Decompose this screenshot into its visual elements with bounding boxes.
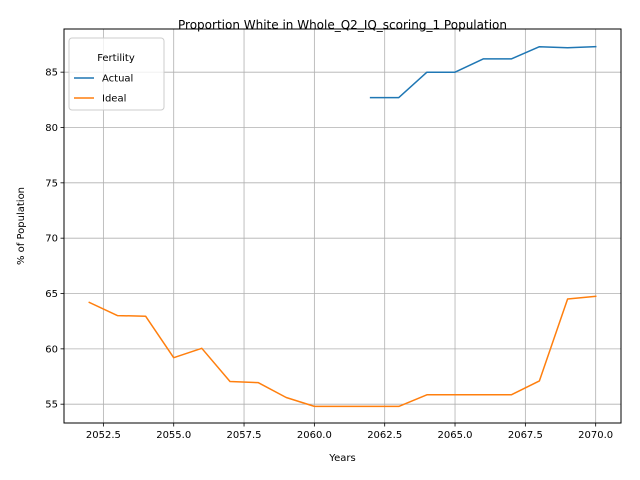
y-tick-label: 75	[45, 178, 58, 189]
legend-title: Fertility	[97, 53, 135, 64]
x-axis-label: Years	[328, 453, 355, 464]
legend-frame	[68, 37, 165, 111]
legend: Fertility Actual Ideal	[68, 37, 165, 111]
x-tick-label: 2060.0	[297, 430, 332, 441]
series-line-ideal	[88, 295, 597, 408]
x-tick-label: 2065.0	[438, 430, 473, 441]
x-tick-label: 2062.5	[367, 430, 402, 441]
x-tick-label: 2057.5	[227, 430, 262, 441]
series-lines	[88, 45, 597, 408]
y-tick-label: 80	[45, 123, 58, 134]
y-tick-label: 65	[45, 289, 58, 300]
y-axis-label: % of Population	[16, 187, 27, 265]
y-tick-label: 60	[45, 344, 58, 355]
x-tick-label: 2055.0	[156, 430, 191, 441]
y-tick-label: 55	[45, 400, 58, 411]
x-tick-label: 2052.5	[86, 430, 121, 441]
legend-label-ideal: Ideal	[102, 94, 126, 105]
y-tick-label: 85	[45, 68, 58, 79]
x-tick-label: 2067.5	[508, 430, 543, 441]
series-line-actual	[369, 45, 597, 99]
y-tick-label: 70	[45, 234, 58, 245]
grid	[64, 29, 621, 423]
legend-label-actual: Actual	[102, 74, 133, 85]
x-axis-ticks: 2052.5 2055.0 2057.5 2060.0 2062.5 2065.0 2067…	[86, 423, 613, 441]
x-tick-label: 2070.0	[578, 430, 613, 441]
chart-title: Proportion White in Whole_Q2_IQ_scoring_…	[178, 18, 507, 32]
plot-area-frame	[63, 28, 622, 424]
y-axis-ticks: 55 60 65 70 75 80 85	[45, 68, 64, 411]
